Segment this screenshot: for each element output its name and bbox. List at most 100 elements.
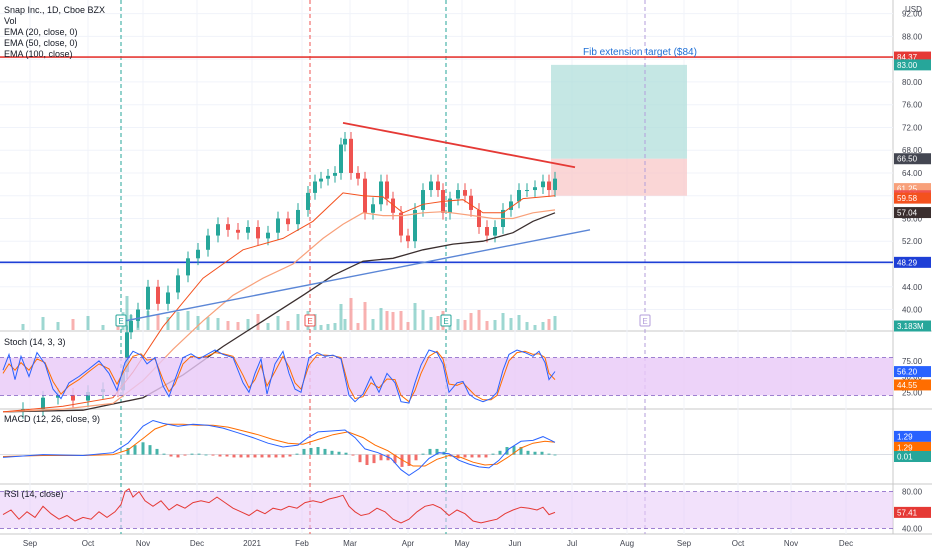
candle	[56, 394, 60, 398]
volume-bar	[436, 316, 440, 330]
macd-histogram-bar	[337, 451, 341, 455]
candle	[493, 227, 497, 236]
candle	[333, 172, 337, 176]
macd-histogram-bar	[197, 453, 201, 455]
volume-bar	[319, 325, 323, 330]
stoch-tag: 44.55	[894, 379, 931, 391]
price-tag-box	[894, 51, 931, 63]
price-tag: 83.00	[894, 59, 931, 71]
price-tag-box	[894, 59, 931, 71]
target-profit-zone	[551, 64, 687, 159]
volume-bar	[469, 313, 473, 330]
candle	[463, 190, 467, 196]
time-axis-tick: Sep	[677, 539, 692, 548]
macd-histogram-bar	[260, 454, 264, 458]
macd-histogram-bar	[288, 454, 292, 457]
volume-bar	[146, 311, 150, 330]
price-tag-label: 57.04	[897, 209, 918, 218]
price-axis-tick: 52.00	[902, 237, 923, 246]
price-tag: 57.04	[894, 207, 931, 219]
volume-bar	[176, 312, 180, 330]
stoch-legend: Stoch (14, 3, 3)	[4, 337, 66, 347]
macd-histogram-bar	[309, 447, 313, 455]
price-axis-tick: 88.00	[902, 32, 923, 41]
volume-bar	[41, 317, 45, 330]
rsi-tag-label: 57.41	[897, 508, 918, 517]
candle	[296, 209, 300, 225]
volume-bar	[343, 319, 347, 330]
macd-histogram-bar	[463, 454, 467, 458]
macd-histogram-bar	[407, 454, 411, 466]
volume-bar	[356, 323, 360, 330]
macd-histogram-bar	[316, 447, 320, 455]
candle	[371, 204, 375, 213]
candle	[477, 209, 481, 228]
macd-histogram-bar	[428, 448, 432, 455]
earnings-marker: E	[639, 314, 651, 327]
price-tag: 61.25	[894, 183, 931, 195]
macd-tag: 1.29	[894, 430, 931, 442]
macd-histogram-bar	[435, 448, 439, 455]
volume-bar	[256, 314, 260, 330]
volume-tag: 3.183M	[894, 320, 931, 332]
time-axis-tick: Dec	[190, 539, 204, 548]
candle	[136, 309, 140, 321]
macd-histogram-bar	[169, 454, 173, 457]
volume-bar	[509, 318, 513, 330]
volume-bar	[406, 322, 410, 330]
volume-bar	[125, 296, 129, 330]
candle	[379, 181, 383, 205]
time-axis-tick: Oct	[732, 539, 745, 548]
stoch-tag: 56.20	[894, 366, 931, 378]
volume-bar	[547, 319, 551, 330]
rsi-legend: RSI (14, close)	[4, 489, 64, 499]
candle	[313, 181, 317, 193]
macd-histogram-bar	[526, 450, 530, 455]
candle	[509, 201, 513, 210]
candle	[517, 190, 521, 202]
resistance-trendline	[342, 122, 576, 169]
macd-histogram-bar	[148, 445, 152, 455]
macd-histogram-bar	[225, 454, 229, 457]
candle	[553, 178, 557, 191]
price-axis-tick: 72.00	[902, 123, 923, 132]
earnings-marker-box	[115, 314, 127, 327]
volume-bar	[101, 325, 105, 330]
price-axis-tick: 68.00	[902, 146, 923, 155]
macd-histogram-bar	[232, 454, 236, 458]
macd-histogram-bar	[351, 454, 355, 456]
candle	[399, 212, 403, 236]
rsi-tag: 57.41	[894, 506, 931, 518]
macd-histogram-bar	[267, 454, 271, 458]
stop-loss-zone	[551, 158, 687, 196]
volume-bar	[363, 302, 367, 330]
macd-tag-box	[894, 451, 931, 463]
macd-histogram-bar	[281, 454, 285, 458]
macd-histogram-bar	[421, 453, 425, 455]
volume-bar	[196, 316, 200, 330]
price-tag-box	[894, 256, 931, 268]
volume-bar	[391, 312, 395, 330]
earnings-marker-label: E	[443, 317, 448, 326]
rsi-pane	[0, 488, 893, 529]
candle	[421, 190, 425, 210]
macd-histogram-bar	[491, 453, 495, 455]
stoch-k-line	[2, 349, 556, 404]
macd-signal-line	[2, 423, 556, 467]
volume-bar	[553, 316, 557, 330]
macd-histogram-bar	[358, 454, 362, 463]
macd-histogram-bar	[414, 454, 418, 461]
macd-histogram-bar	[400, 454, 404, 467]
candle	[547, 181, 551, 191]
volume-bar	[166, 317, 170, 330]
candle	[356, 172, 360, 179]
macd-histogram-bar	[498, 450, 502, 455]
volume-bar	[463, 320, 467, 330]
macd-histogram-bar	[155, 448, 159, 455]
candle	[413, 209, 417, 242]
macd-histogram-bar	[372, 454, 376, 464]
rsi-axis-tick: 80.00	[902, 488, 923, 497]
volume-bar	[226, 321, 230, 330]
volume-bar	[186, 311, 190, 330]
